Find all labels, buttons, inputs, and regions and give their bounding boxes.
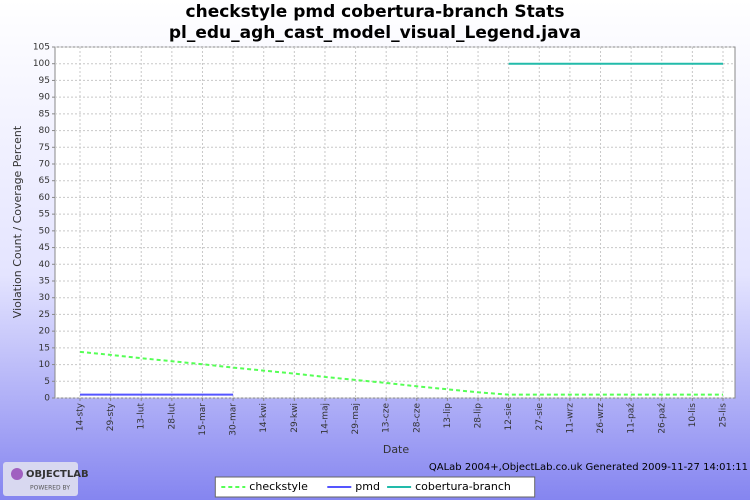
legend-box bbox=[214, 476, 536, 498]
y-axis-label: Violation Count / Coverage Percent bbox=[11, 125, 24, 318]
y-tick-label: 75 bbox=[39, 143, 50, 153]
x-tick-label: 29-kwi bbox=[290, 403, 300, 433]
y-tick-label: 80 bbox=[39, 126, 51, 136]
x-tick-label: 12-sie bbox=[504, 403, 514, 431]
y-tick-label: 65 bbox=[39, 176, 50, 186]
y-tick-label: 100 bbox=[33, 59, 50, 69]
y-tick-label: 50 bbox=[39, 226, 51, 236]
legend-label: cobertura-branch bbox=[415, 480, 511, 493]
x-tick-label: 28-lip bbox=[474, 403, 484, 429]
x-tick-label: 11-paź bbox=[627, 403, 637, 434]
x-tick-label: 28-lut bbox=[167, 403, 177, 430]
x-tick-label: 28-cze bbox=[412, 403, 422, 433]
y-tick-label: 55 bbox=[39, 210, 50, 220]
y-tick-label: 25 bbox=[39, 310, 50, 320]
chart-title: checkstyle pmd cobertura-branch Stats bbox=[186, 2, 565, 22]
legend: checkstyle pmd cobertura-branch bbox=[214, 476, 536, 498]
x-tick-label: 25-lis bbox=[719, 403, 729, 428]
y-tick-label: 35 bbox=[39, 277, 50, 287]
y-tick-label: 10 bbox=[39, 360, 51, 370]
y-tick-label: 45 bbox=[39, 243, 50, 253]
x-tick-label: 30-mar bbox=[229, 403, 239, 436]
x-tick-label: 29-maj bbox=[351, 403, 361, 434]
y-tick-label: 85 bbox=[39, 109, 50, 119]
x-tick-label: 14-sty bbox=[76, 402, 86, 431]
x-tick-label: 10-lis bbox=[688, 403, 698, 428]
logo-name: OBJECTLAB bbox=[26, 469, 89, 480]
logo-icon bbox=[11, 468, 23, 480]
x-tick-label: 13-cze bbox=[382, 403, 392, 433]
x-tick-label: 14-maj bbox=[320, 403, 330, 434]
y-tick-label: 0 bbox=[44, 394, 50, 404]
y-tick-label: 60 bbox=[39, 193, 51, 203]
x-tick-label: 15-mar bbox=[198, 403, 208, 436]
plot-area bbox=[54, 46, 736, 399]
x-tick-label: 27-sie bbox=[535, 403, 545, 431]
legend-label: pmd bbox=[355, 480, 380, 493]
y-tick-label: 20 bbox=[39, 327, 51, 337]
x-tick-label: 13-lut bbox=[137, 403, 147, 430]
x-tick-label: 26-paź bbox=[657, 403, 667, 434]
x-tick-label: 13-lip bbox=[443, 403, 453, 429]
y-tick-label: 5 bbox=[44, 377, 50, 387]
x-tick-label: 11-wrz bbox=[565, 403, 575, 434]
logo-tagline: POWERED BY bbox=[30, 485, 70, 492]
y-tick-label: 15 bbox=[39, 343, 50, 353]
y-tick-label: 30 bbox=[39, 293, 51, 303]
legend-label: checkstyle bbox=[249, 480, 308, 493]
series-line bbox=[79, 350, 723, 396]
x-axis-label: Date bbox=[383, 443, 410, 456]
footer: QALab 2004+,ObjectLab.co.uk Generated 20… bbox=[429, 462, 748, 473]
x-tick-label: 26-wrz bbox=[596, 403, 606, 434]
x-tick-label: 29-sty bbox=[106, 402, 116, 431]
y-tick-label: 40 bbox=[39, 260, 51, 270]
x-tick-label: 14-kwi bbox=[259, 403, 269, 433]
y-tick-label: 70 bbox=[39, 160, 51, 170]
chart-subtitle: pl_edu_agh_cast_model_visual_Legend.java bbox=[169, 23, 581, 43]
y-tick-label: 90 bbox=[39, 93, 51, 103]
y-tick-label: 95 bbox=[39, 76, 50, 86]
y-tick-label: 105 bbox=[33, 43, 50, 53]
